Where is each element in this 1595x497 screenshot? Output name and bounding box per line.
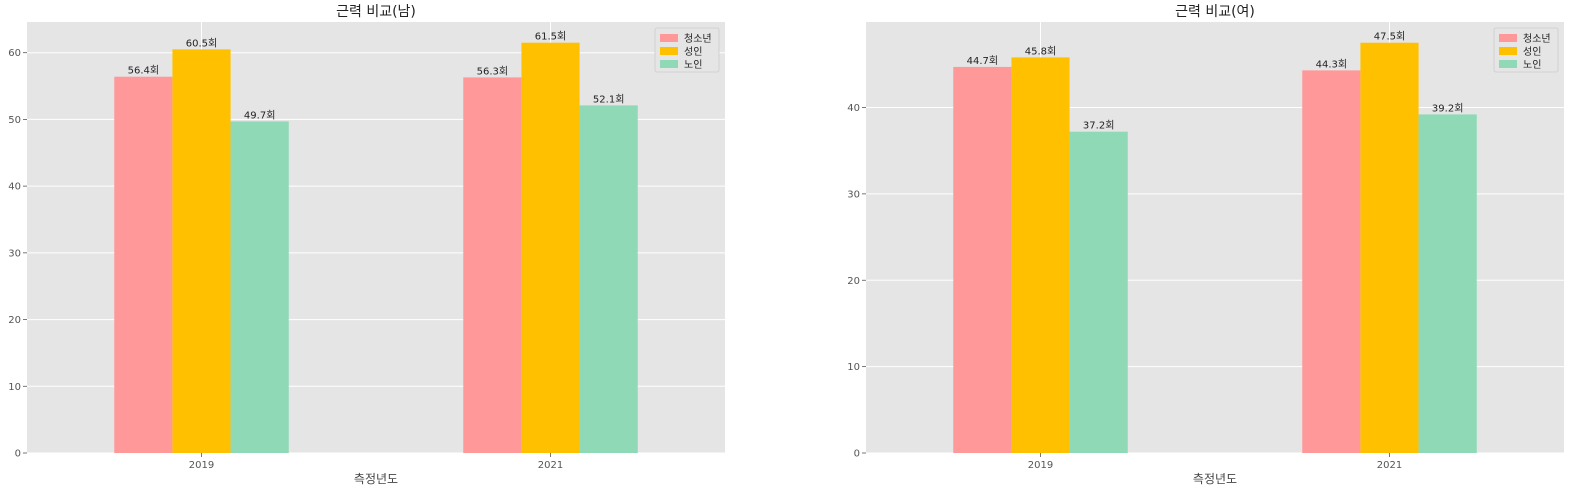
y-tick-label: 30 [8,248,21,259]
x-tick-label: 2021 [1377,460,1402,471]
x-tick-label: 2019 [189,460,214,471]
chart-title: 근력 비교(여) [1175,4,1255,20]
x-tick-label: 2019 [1028,460,1053,471]
y-tick-label: 10 [847,362,860,373]
legend-label: 노인 [1523,59,1541,71]
data-label: 37.2회 [1083,120,1114,132]
data-label: 39.2회 [1432,102,1463,114]
y-tick-label: 40 [847,103,860,114]
legend-label: 성인 [684,46,702,58]
legend-swatch [660,60,678,68]
data-label: 56.3회 [477,65,508,77]
bar [521,42,580,453]
bar [463,77,522,453]
bar [1011,57,1070,453]
legend-swatch [1499,34,1517,42]
bar [172,49,231,453]
legend-label: 청소년 [684,33,712,45]
data-label: 47.5회 [1374,31,1405,43]
bar [1418,114,1477,454]
y-tick-label: 30 [847,189,860,200]
bar [230,121,289,453]
y-tick-label: 60 [8,48,21,59]
y-tick-label: 10 [8,382,21,393]
chart-title: 근력 비교(남) [336,4,416,20]
legend-label: 노인 [684,59,702,71]
bar [114,76,173,453]
bar [953,66,1012,454]
data-label: 45.8회 [1025,45,1056,57]
chart-panel-1: 56.4회 56.3회 60.5회 61.5회 49.7회 52.1회 0 10 20 30 40 5… [8,4,725,486]
legend-swatch [1499,47,1517,55]
legend-swatch [660,47,678,55]
data-label: 49.7회 [244,109,275,121]
x-axis-label: 측정년도 [354,472,398,486]
legend-label: 성인 [1523,46,1541,58]
bar [1360,42,1419,453]
y-tick-label: 0 [15,449,21,460]
y-tick-label: 50 [8,115,21,126]
bar [579,105,638,454]
data-label: 61.5회 [535,31,566,43]
bar [1069,131,1128,453]
y-tick-label: 40 [8,182,21,193]
data-label: 44.7회 [967,55,998,67]
data-label: 56.4회 [128,65,159,77]
y-tick-label: 0 [854,449,860,460]
legend-swatch [1499,60,1517,68]
legend-swatch [660,34,678,42]
data-label: 44.3회 [1316,58,1347,70]
y-tick-label: 20 [8,315,21,326]
bar [1302,70,1361,453]
data-label: 52.1회 [593,93,624,105]
chart-panel-2: 44.7회 44.3회 45.8회 47.5회 37.2회 39.2회 0 10 20 30 40 2… [847,4,1564,486]
legend-label: 청소년 [1523,33,1551,45]
data-label: 60.5회 [186,37,217,49]
x-tick-label: 2021 [538,460,563,471]
x-axis-label: 측정년도 [1193,472,1237,486]
y-tick-label: 20 [847,276,860,287]
